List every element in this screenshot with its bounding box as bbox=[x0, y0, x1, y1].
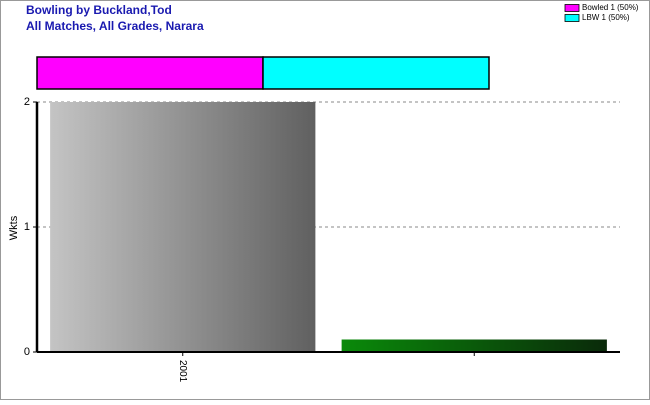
bar bbox=[50, 102, 316, 352]
breakdown-segment bbox=[262, 56, 490, 90]
y-tick-label: 0 bbox=[24, 346, 30, 358]
legend-swatch bbox=[564, 4, 580, 12]
chart-title: Bowling by Buckland,Tod bbox=[26, 3, 172, 17]
legend-label: LBW 1 (50%) bbox=[582, 13, 630, 22]
y-tick-label: 1 bbox=[24, 221, 30, 233]
legend-swatch bbox=[564, 14, 580, 22]
chart-subtitle: All Matches, All Grades, Narara bbox=[26, 19, 204, 33]
x-tick-label: 2001 bbox=[177, 360, 188, 383]
breakdown-segment bbox=[36, 56, 264, 90]
y-tick-label: 2 bbox=[24, 96, 30, 108]
legend-label: Bowled 1 (50%) bbox=[582, 3, 639, 12]
y-axis-label: Wkts bbox=[8, 215, 20, 240]
bar bbox=[341, 339, 607, 352]
